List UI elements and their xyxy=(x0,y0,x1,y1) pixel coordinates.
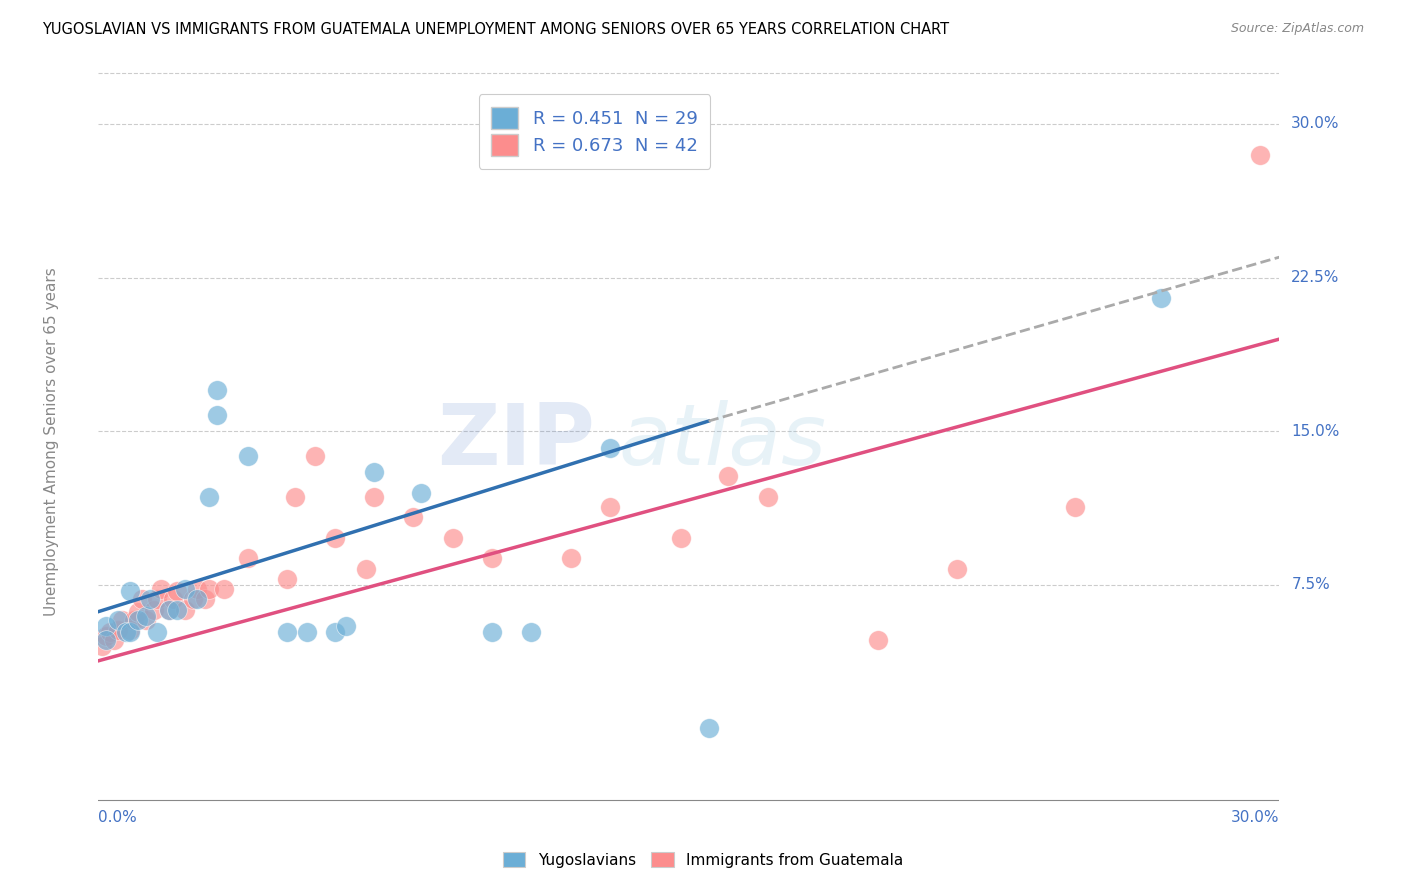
Text: atlas: atlas xyxy=(619,400,827,483)
Point xyxy=(323,531,346,545)
Point xyxy=(866,633,889,648)
Point xyxy=(186,592,208,607)
Point xyxy=(138,592,160,607)
Point xyxy=(411,485,433,500)
Point xyxy=(122,613,145,627)
Point xyxy=(174,582,197,596)
Point xyxy=(118,584,141,599)
Point xyxy=(157,602,180,616)
Point xyxy=(205,384,228,398)
Point xyxy=(197,490,219,504)
Point xyxy=(717,469,740,483)
Point xyxy=(363,465,385,479)
Text: 15.0%: 15.0% xyxy=(1291,424,1340,439)
Point xyxy=(96,633,118,648)
Point xyxy=(194,592,217,607)
Point xyxy=(1150,291,1173,305)
Point xyxy=(96,619,118,633)
Point xyxy=(135,613,157,627)
Point xyxy=(181,592,204,607)
Text: 0.0%: 0.0% xyxy=(98,811,138,825)
Legend: Yugoslavians, Immigrants from Guatemala: Yugoslavians, Immigrants from Guatemala xyxy=(495,844,911,875)
Point xyxy=(107,613,129,627)
Text: Unemployment Among Seniors over 65 years: Unemployment Among Seniors over 65 years xyxy=(44,268,59,615)
Text: 30.0%: 30.0% xyxy=(1291,117,1340,131)
Point xyxy=(363,490,385,504)
Point xyxy=(166,584,188,599)
Point xyxy=(1063,500,1085,515)
Point xyxy=(131,592,153,607)
Legend: R = 0.451  N = 29, R = 0.673  N = 42: R = 0.451 N = 29, R = 0.673 N = 42 xyxy=(478,95,710,169)
Point xyxy=(599,500,621,515)
Point xyxy=(205,408,228,422)
Point xyxy=(236,449,259,463)
Point xyxy=(118,625,141,640)
Point xyxy=(98,625,121,640)
Point xyxy=(197,582,219,596)
Point xyxy=(174,602,197,616)
Point xyxy=(354,561,377,575)
Point xyxy=(103,633,125,648)
Point xyxy=(91,640,114,654)
Text: 30.0%: 30.0% xyxy=(1232,811,1279,825)
Point xyxy=(402,510,425,524)
Point xyxy=(142,602,165,616)
Point xyxy=(945,561,967,575)
Point xyxy=(96,629,118,643)
Text: YUGOSLAVIAN VS IMMIGRANTS FROM GUATEMALA UNEMPLOYMENT AMONG SENIORS OVER 65 YEAR: YUGOSLAVIAN VS IMMIGRANTS FROM GUATEMALA… xyxy=(42,22,949,37)
Point xyxy=(111,613,134,627)
Point xyxy=(157,602,180,616)
Point xyxy=(135,608,157,623)
Point xyxy=(295,625,318,640)
Text: 22.5%: 22.5% xyxy=(1291,270,1340,285)
Point xyxy=(118,623,141,637)
Point xyxy=(146,592,169,607)
Point xyxy=(756,490,779,504)
Text: ZIP: ZIP xyxy=(437,400,595,483)
Point xyxy=(481,551,503,566)
Point xyxy=(323,625,346,640)
Text: Source: ZipAtlas.com: Source: ZipAtlas.com xyxy=(1230,22,1364,36)
Point xyxy=(276,572,298,586)
Point xyxy=(107,623,129,637)
Point xyxy=(481,625,503,640)
Point xyxy=(599,441,621,455)
Point xyxy=(697,722,720,736)
Point xyxy=(214,582,236,596)
Text: 7.5%: 7.5% xyxy=(1291,577,1330,592)
Point xyxy=(276,625,298,640)
Point xyxy=(1249,147,1271,161)
Point xyxy=(146,625,169,640)
Point xyxy=(150,582,173,596)
Point xyxy=(127,613,149,627)
Point xyxy=(560,551,582,566)
Point xyxy=(127,605,149,619)
Point xyxy=(236,551,259,566)
Point xyxy=(284,490,307,504)
Point xyxy=(669,531,692,545)
Point xyxy=(520,625,543,640)
Point xyxy=(186,582,208,596)
Point xyxy=(335,619,357,633)
Point xyxy=(441,531,464,545)
Point xyxy=(115,625,138,640)
Point xyxy=(166,602,188,616)
Point xyxy=(304,449,326,463)
Point xyxy=(162,592,184,607)
